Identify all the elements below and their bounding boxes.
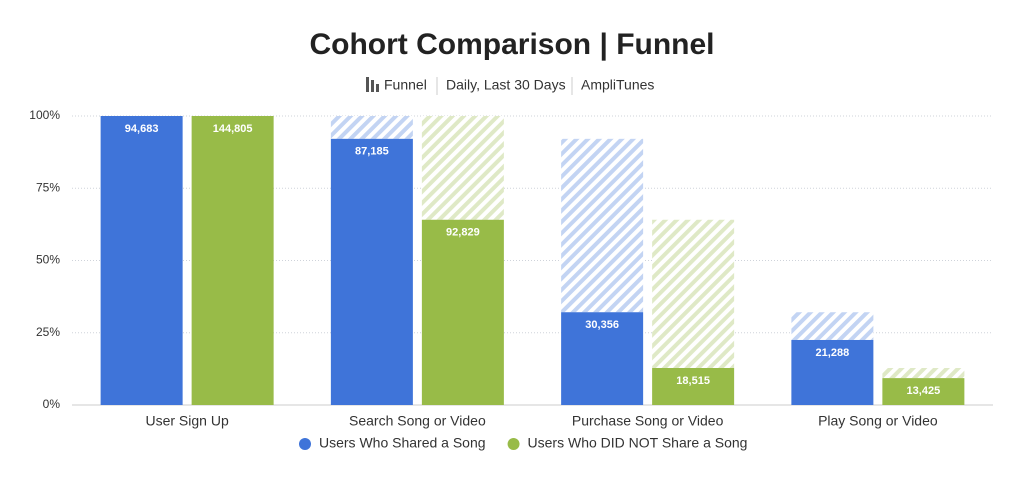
subtitle-range: Daily, Last 30 Days (446, 77, 566, 93)
count-label: 94,683 (125, 123, 159, 135)
count-label: 13,425 (907, 385, 941, 397)
bar (191, 116, 274, 405)
dropoff-bar (652, 219, 735, 369)
x-tick-label: User Sign Up (145, 413, 228, 429)
y-tick-label: 75% (36, 180, 60, 194)
bar (421, 219, 504, 405)
legend-label: Users Who DID NOT Share a Song (528, 435, 748, 451)
y-tick-label: 0% (43, 397, 61, 411)
chart-title: Cohort Comparison | Funnel (309, 28, 714, 61)
count-label: 21,288 (816, 347, 850, 359)
y-tick-label: 50% (36, 253, 60, 267)
bar (561, 312, 644, 405)
subtitle-chart-type: Funnel (384, 77, 427, 93)
dropoff-bar (882, 368, 965, 379)
bar (882, 378, 965, 405)
count-label: 144,805 (213, 123, 253, 135)
bar (652, 368, 735, 405)
bar (330, 138, 413, 405)
dropoff-bar (561, 138, 644, 313)
subtitle-project: AmpliTunes (581, 77, 654, 93)
x-tick-label: Purchase Song or Video (572, 413, 724, 429)
legend-label: Users Who Shared a Song (319, 435, 486, 451)
bar (791, 339, 874, 405)
count-label: 18,515 (676, 375, 710, 387)
count-label: 87,185 (355, 146, 389, 158)
bar (100, 116, 183, 405)
count-label: 30,356 (585, 319, 619, 331)
dropoff-bar (421, 116, 504, 220)
subtitle-icon (366, 77, 379, 92)
legend-marker (299, 438, 311, 450)
y-tick-label: 25% (36, 325, 60, 339)
x-tick-label: Play Song or Video (818, 413, 938, 429)
dropoff-bar (791, 312, 874, 340)
y-tick-label: 100% (29, 108, 60, 122)
legend-marker (507, 438, 520, 450)
dropoff-bar (330, 116, 413, 139)
count-label: 92,829 (446, 227, 480, 239)
x-tick-label: Search Song or Video (349, 413, 486, 429)
